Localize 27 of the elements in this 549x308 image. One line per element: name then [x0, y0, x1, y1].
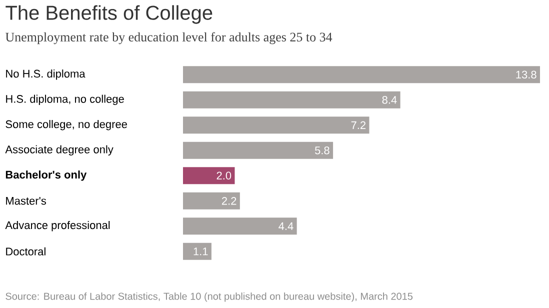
- data-label: 2.2: [222, 197, 236, 205]
- data-label: 8.4: [382, 96, 397, 104]
- data-label: 1.1: [194, 248, 208, 256]
- y-tick-label: Doctoral: [6, 247, 46, 256]
- chart-title: The Benefits of College: [6, 5, 212, 24]
- bar: [183, 91, 400, 108]
- bar: [183, 116, 370, 134]
- y-tick-label: Master's: [6, 197, 46, 205]
- data-label: 7.2: [351, 121, 366, 129]
- bar: [183, 242, 212, 260]
- y-tick-label: Advance professional: [5, 221, 110, 232]
- data-label: 2.0: [216, 172, 232, 180]
- data-label: 5.8: [314, 146, 330, 154]
- data-label: 4.4: [278, 222, 294, 230]
- y-tick-label: Associate degree only: [5, 145, 114, 156]
- bar: [183, 66, 540, 84]
- bar: [183, 167, 235, 184]
- chart-subtitle: Unemployment rate by education level for adults ages 25 to 34: [5, 32, 332, 44]
- y-tick-label: H.S. diploma, no college: [6, 94, 124, 105]
- bar: [183, 142, 334, 159]
- y-tick-label: No H.S. diploma: [6, 70, 86, 80]
- y-tick-label: Bachelor's only: [6, 170, 87, 181]
- bar: [183, 218, 297, 235]
- y-tick-label: Some college, no degree: [6, 120, 127, 130]
- bar: [183, 192, 240, 210]
- source-note: Source: Bureau of Labor Statistics, Table 10 (not published on bureau website), March 2015: [6, 292, 413, 302]
- data-label: 13.8: [516, 70, 536, 79]
